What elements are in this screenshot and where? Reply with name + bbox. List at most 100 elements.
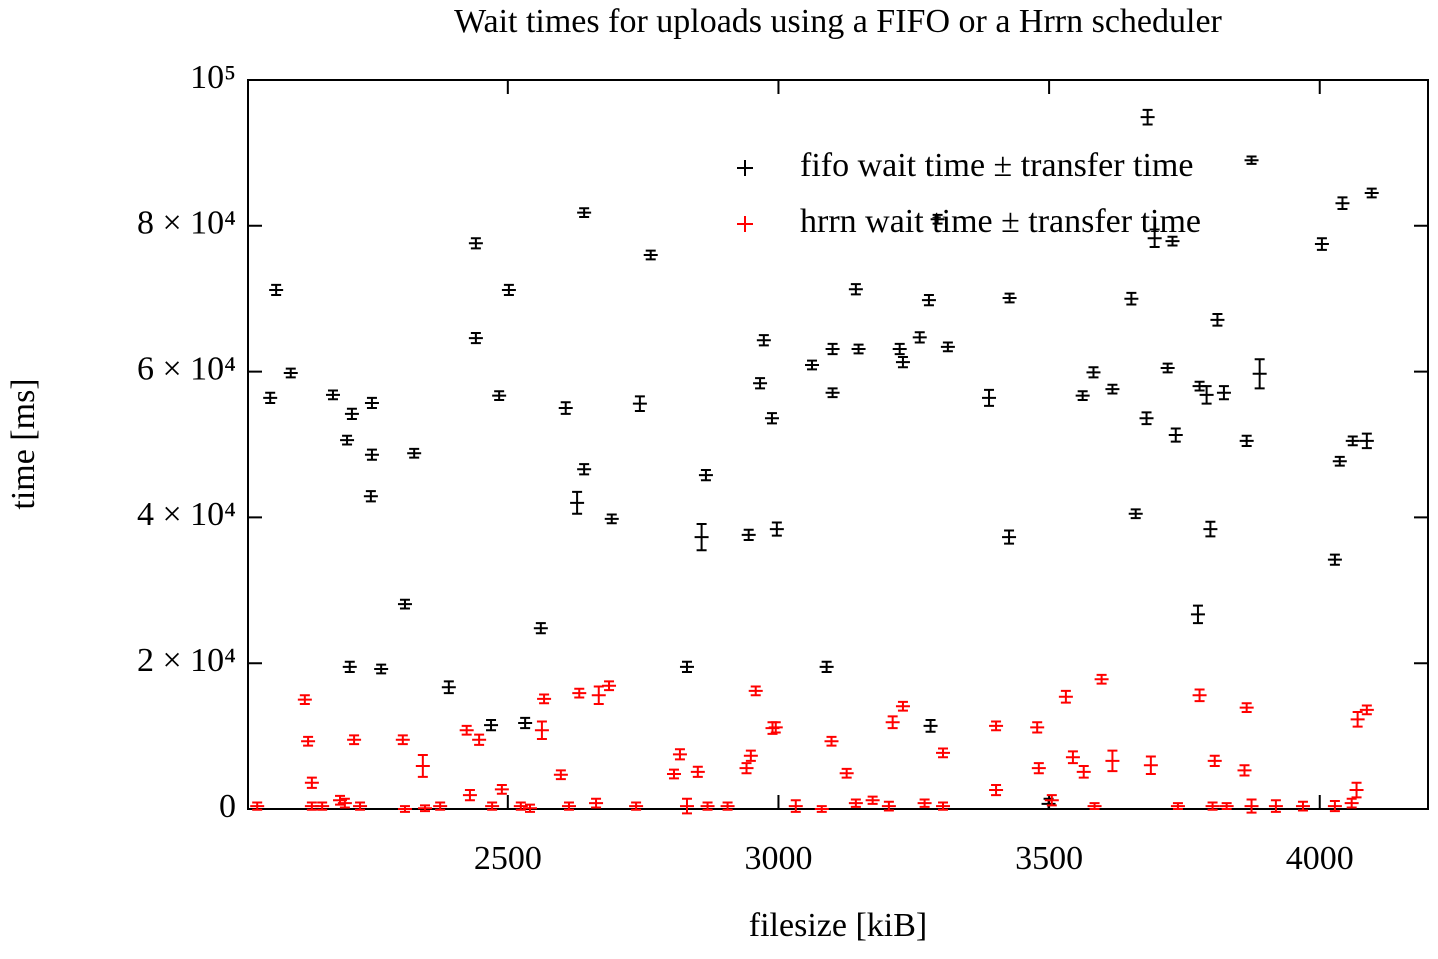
error-point xyxy=(494,783,509,795)
error-point xyxy=(589,797,604,809)
error-point xyxy=(353,801,368,811)
error-point xyxy=(885,715,900,730)
error-point xyxy=(1239,434,1254,447)
error-point xyxy=(936,801,951,811)
error-point xyxy=(753,377,768,390)
error-point xyxy=(462,789,477,802)
legend-label: fifo wait time ± transfer time xyxy=(800,147,1193,184)
error-point xyxy=(848,283,863,296)
error-point xyxy=(1002,292,1017,304)
error-point xyxy=(632,395,647,412)
error-point xyxy=(407,447,422,459)
error-point xyxy=(694,522,709,552)
error-point xyxy=(819,660,834,673)
error-point xyxy=(700,801,715,811)
error-point xyxy=(825,342,840,356)
error-point xyxy=(1105,749,1120,773)
error-point xyxy=(577,207,592,219)
error-point xyxy=(1165,235,1180,247)
error-point xyxy=(333,794,348,806)
error-point xyxy=(1205,801,1220,811)
error-point xyxy=(982,388,997,407)
error-point xyxy=(1203,520,1218,538)
error-point xyxy=(1143,755,1158,776)
error-point xyxy=(1094,673,1109,685)
error-point xyxy=(283,367,298,379)
error-point xyxy=(1349,781,1364,799)
error-point xyxy=(839,767,854,779)
error-point xyxy=(602,680,617,692)
error-point xyxy=(415,754,430,778)
error-point xyxy=(629,801,644,811)
plot-frame xyxy=(247,79,1429,810)
error-point xyxy=(1332,455,1347,467)
error-point xyxy=(501,283,516,297)
y-tick-label: 10⁵ xyxy=(190,59,236,96)
error-point xyxy=(344,407,359,420)
error-point xyxy=(1190,604,1205,625)
chart-title: Wait times for uploads using a FIFO or a… xyxy=(454,3,1222,40)
error-point xyxy=(788,799,803,813)
error-point xyxy=(484,719,499,732)
error-point xyxy=(374,663,389,675)
error-point xyxy=(518,716,533,730)
error-point xyxy=(748,685,763,697)
error-point xyxy=(814,805,829,813)
x-tick-label: 3500 xyxy=(1015,840,1083,877)
error-point xyxy=(1002,529,1017,545)
error-point xyxy=(1192,688,1207,703)
error-point xyxy=(537,693,552,705)
error-point xyxy=(534,720,549,741)
error-point xyxy=(912,331,927,344)
error-point xyxy=(340,434,355,446)
x-axis-label: filesize [kiB] xyxy=(749,907,927,944)
error-point xyxy=(1295,800,1310,812)
error-point xyxy=(1168,427,1183,443)
error-point xyxy=(1044,794,1059,807)
error-point xyxy=(485,801,500,811)
error-point xyxy=(1364,187,1379,199)
error-point xyxy=(865,795,880,805)
error-point xyxy=(1210,313,1225,327)
error-point xyxy=(304,776,319,789)
error-point xyxy=(1087,802,1102,810)
error-point xyxy=(492,390,507,402)
error-point xyxy=(301,735,316,747)
y-tick-label: 4 × 10⁴ xyxy=(137,496,236,533)
error-point xyxy=(397,598,412,610)
error-point xyxy=(1058,689,1073,704)
error-point xyxy=(892,342,907,356)
error-point xyxy=(923,719,938,733)
y-axis-label: time [ms] xyxy=(5,378,42,509)
error-point xyxy=(395,734,410,746)
error-point xyxy=(363,490,378,503)
error-point xyxy=(1076,764,1091,779)
error-point xyxy=(1075,390,1090,402)
error-point xyxy=(1140,108,1155,126)
error-point xyxy=(741,528,756,541)
error-point xyxy=(1147,228,1162,248)
error-point xyxy=(1041,797,1056,810)
error-point xyxy=(881,800,896,812)
error-point xyxy=(921,294,936,307)
error-point xyxy=(825,387,840,399)
error-point xyxy=(533,622,548,635)
error-point xyxy=(553,769,568,781)
error-point xyxy=(1244,155,1259,165)
x-tick-label: 2500 xyxy=(474,840,542,877)
error-point xyxy=(591,685,606,706)
error-point xyxy=(690,765,705,778)
error-point xyxy=(1244,798,1259,814)
error-point xyxy=(347,734,362,746)
error-point xyxy=(513,801,528,811)
error-point xyxy=(325,389,340,401)
error-point xyxy=(940,341,955,353)
error-point xyxy=(1252,358,1267,390)
error-point xyxy=(930,213,945,225)
error-point xyxy=(558,401,573,415)
error-point xyxy=(1128,508,1143,520)
error-point xyxy=(739,762,754,775)
error-point xyxy=(768,721,783,734)
